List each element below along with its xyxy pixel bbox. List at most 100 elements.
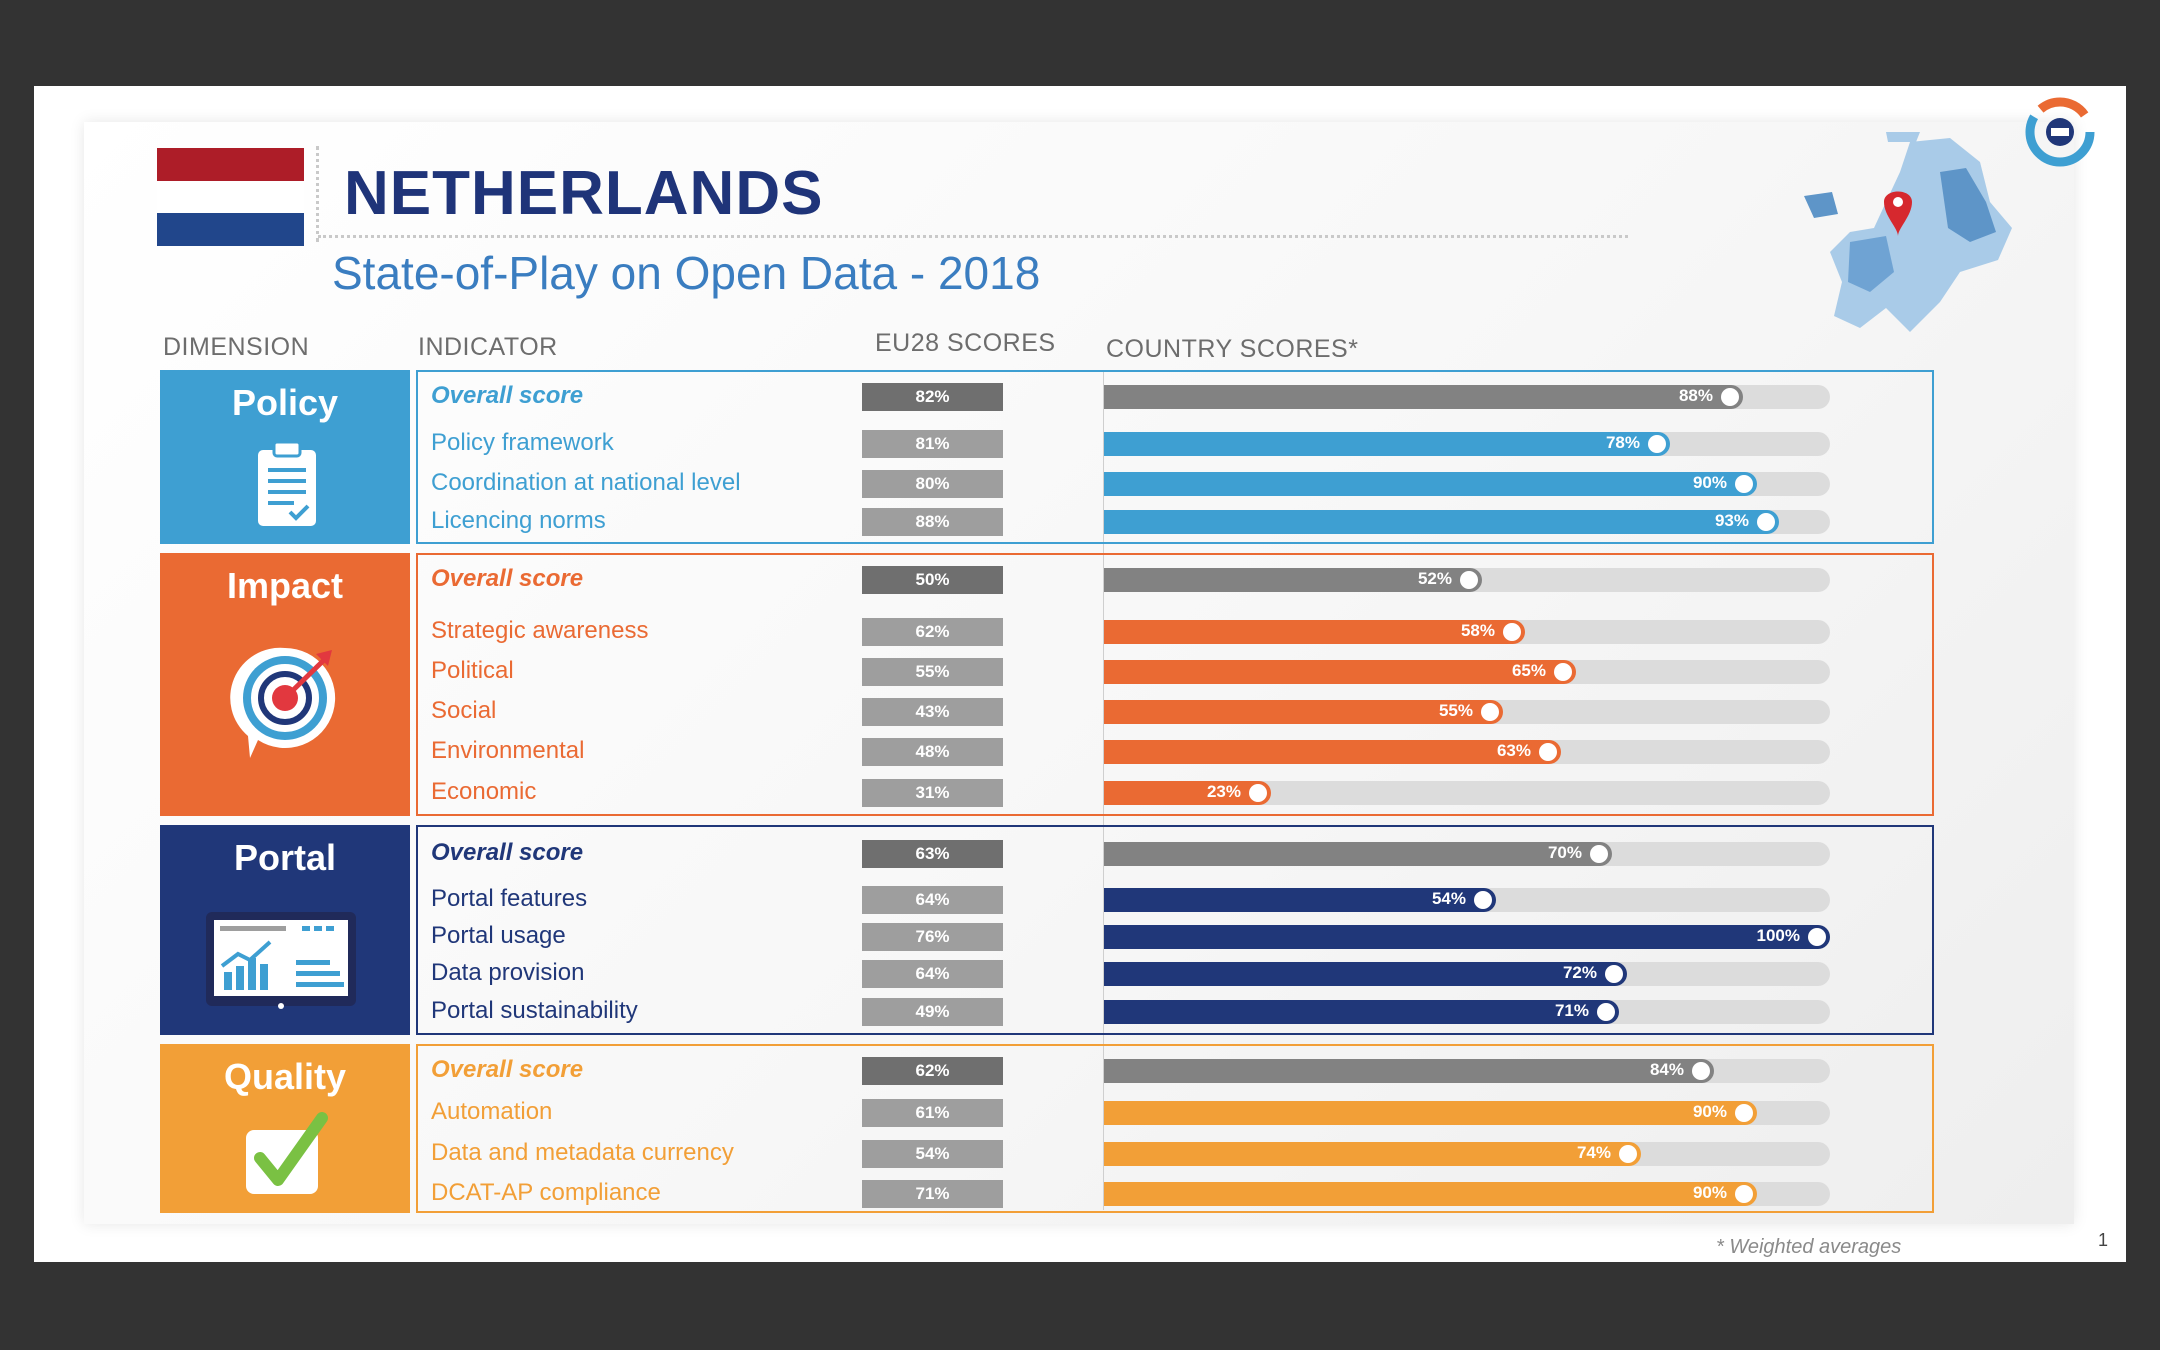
indicator-label: Automation <box>431 1098 553 1125</box>
eu28-score-label: 80% <box>862 470 1003 498</box>
footnote: * Weighted averages <box>1716 1236 1902 1258</box>
country-score-label: 70% <box>1547 843 1582 862</box>
country-score-bar <box>1104 1182 1757 1206</box>
score-marker <box>1735 1104 1753 1122</box>
score-marker <box>1460 571 1478 589</box>
eu28-score-label: 62% <box>862 1057 1003 1085</box>
score-marker <box>1735 475 1753 493</box>
clipboard-icon <box>258 440 316 526</box>
indicator-label: Social <box>431 697 497 724</box>
country-score-bar <box>1104 740 1561 764</box>
indicator-group-policy <box>416 370 1934 544</box>
eu28-score-label: 81% <box>862 430 1003 458</box>
dimension-label: Quality <box>223 1056 347 1097</box>
score-marker <box>1597 1003 1615 1021</box>
country-score-label: 90% <box>1692 1102 1727 1121</box>
eu28-score-label: 48% <box>862 738 1003 766</box>
country-score-bar <box>1104 888 1496 912</box>
country-score-bar <box>1104 1101 1757 1125</box>
indicator-label: Licencing norms <box>431 507 606 534</box>
country-score-label: 65% <box>1511 661 1546 680</box>
indicator-label: Overall score <box>431 1056 584 1083</box>
country-score-bar <box>1104 1142 1641 1166</box>
country-score-label: 71% <box>1554 1001 1589 1020</box>
country-score-label: 58% <box>1460 621 1495 640</box>
country-score-bar <box>1104 385 1743 409</box>
score-marker <box>1249 784 1267 802</box>
country-score-label: 100% <box>1756 926 1800 945</box>
europe-map-icon <box>1804 132 2012 332</box>
country-score-bar <box>1104 472 1757 496</box>
eu28-score-label: 31% <box>862 779 1003 807</box>
country-score-bar <box>1104 700 1503 724</box>
country-score-bar <box>1104 660 1576 684</box>
eu28-score-label: 49% <box>862 998 1003 1026</box>
country-score-bar <box>1104 620 1525 644</box>
score-marker <box>1554 663 1572 681</box>
score-marker <box>1539 743 1557 761</box>
country-score-label: 84% <box>1649 1060 1684 1079</box>
indicator-label: Overall score <box>431 382 584 409</box>
score-marker <box>1648 435 1666 453</box>
divider-dotted-horizontal <box>318 235 1628 238</box>
country-score-bar <box>1104 510 1779 534</box>
score-marker <box>1721 388 1739 406</box>
country-score-bar <box>1104 842 1612 866</box>
column-header-dimension: DIMENSION <box>163 333 310 361</box>
indicator-label: Data and metadata currency <box>431 1139 734 1166</box>
eu28-score-label: 61% <box>862 1099 1003 1127</box>
country-score-bar <box>1104 1000 1619 1024</box>
checkmark-icon <box>246 1112 328 1194</box>
eu28-score-label: 64% <box>862 960 1003 988</box>
score-marker <box>1808 928 1826 946</box>
eu28-score-label: 43% <box>862 698 1003 726</box>
eu28-score-label: 50% <box>862 566 1003 594</box>
page-number: 1 <box>2098 1230 2109 1250</box>
indicator-label: Data provision <box>431 959 585 986</box>
indicator-group-quality <box>416 1044 1934 1213</box>
country-score-bar <box>1104 432 1670 456</box>
score-marker <box>1503 623 1521 641</box>
country-score-label: 54% <box>1431 889 1466 908</box>
score-marker <box>1474 891 1492 909</box>
eu28-score-label: 82% <box>862 383 1003 411</box>
indicator-label: Portal sustainability <box>431 997 638 1024</box>
score-marker <box>1590 845 1608 863</box>
country-score-label: 74% <box>1576 1143 1611 1162</box>
logo-icon <box>2025 97 2095 167</box>
country-score-label: 63% <box>1496 741 1531 760</box>
dimension-label: Impact <box>226 565 344 606</box>
country-score-label: 52% <box>1417 569 1452 588</box>
eu28-score-label: 55% <box>862 658 1003 686</box>
page-subtitle: State-of-Play on Open Data - 2018 <box>332 247 1041 299</box>
score-marker <box>1605 965 1623 983</box>
page-title: NETHERLANDS <box>344 159 824 228</box>
eu28-score-label: 64% <box>862 886 1003 914</box>
country-score-bar <box>1104 1059 1714 1083</box>
country-score-bar <box>1104 568 1482 592</box>
country-score-label: 90% <box>1692 473 1727 492</box>
country-score-label: 72% <box>1562 963 1597 982</box>
indicator-label: Overall score <box>431 565 584 592</box>
indicator-label: Portal usage <box>431 922 566 949</box>
country-score-bar <box>1104 925 1830 949</box>
column-header-indicator: INDICATOR <box>418 333 558 361</box>
divider-dotted-vertical <box>316 146 319 242</box>
eu28-score-label: 71% <box>862 1180 1003 1208</box>
indicator-label: Environmental <box>431 737 585 764</box>
column-separator <box>1103 370 1104 1210</box>
score-marker <box>1757 513 1775 531</box>
country-score-label: 93% <box>1714 511 1749 530</box>
monitor-chart-icon <box>206 912 356 1009</box>
indicator-label: Overall score <box>431 839 584 866</box>
country-score-label: 78% <box>1605 433 1640 452</box>
eu28-score-label: 63% <box>862 840 1003 868</box>
indicator-label: Portal features <box>431 885 588 912</box>
indicator-group-portal <box>416 825 1934 1035</box>
target-icon <box>230 647 336 758</box>
indicator-label: Political <box>431 657 514 684</box>
indicator-label: Strategic awareness <box>431 617 649 644</box>
netherlands-flag <box>157 148 304 246</box>
column-header-eu28: EU28 SCORES <box>875 329 1056 357</box>
country-score-label: 88% <box>1678 386 1713 405</box>
